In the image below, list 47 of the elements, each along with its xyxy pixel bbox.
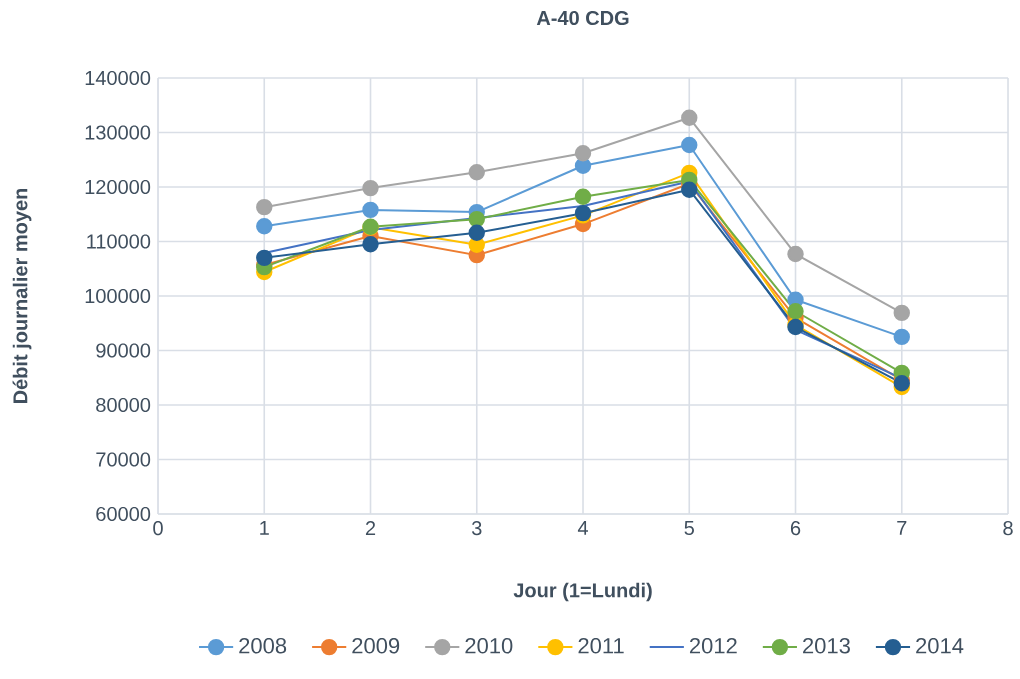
x-tick-label: 3: [471, 521, 482, 536]
point: [256, 249, 273, 267]
point: [362, 201, 379, 219]
point: [468, 210, 485, 228]
legend-label: 2009: [352, 637, 400, 654]
point: [362, 179, 379, 197]
y-tick-label: 70000: [96, 452, 151, 467]
point: [893, 328, 910, 346]
chart-title: A-40 CDG: [536, 10, 629, 26]
point: [893, 304, 910, 322]
legend-label: 2008: [239, 637, 287, 654]
x-tick-label: 5: [684, 521, 694, 536]
x-tick-label: 7: [897, 521, 907, 535]
legend-label: 2014: [916, 637, 964, 654]
point: [468, 224, 485, 241]
y-tick-label: 130000: [85, 125, 151, 140]
point: [468, 164, 485, 181]
y-axis-title: Débit journalier moyen: [12, 188, 32, 404]
point: [574, 188, 592, 206]
y-tick-label: 110000: [87, 234, 151, 249]
y-tick-label: 60000: [96, 506, 151, 522]
y-tick-label: 90000: [96, 343, 151, 358]
x-tick-label: 1: [260, 521, 269, 535]
y-tick-label: 80000: [96, 397, 151, 413]
point: [787, 245, 804, 263]
legend-label: 2013: [803, 637, 850, 654]
legend-label: 2011: [578, 637, 624, 654]
point: [681, 109, 698, 126]
point: [681, 136, 698, 154]
legend-label: 2010: [465, 637, 513, 654]
x-tick-label: 6: [790, 521, 801, 536]
y-tick-label: 120000: [85, 179, 151, 195]
y-tick-label: 140000: [85, 70, 151, 86]
point: [681, 181, 698, 198]
x-axis-title: Jour (1=Lundi): [513, 582, 652, 602]
x-tick-label: 0: [153, 521, 163, 536]
y-tick-label: 100000: [85, 288, 151, 304]
x-tick-label: 2: [365, 521, 376, 536]
point: [787, 303, 804, 320]
point: [893, 375, 910, 392]
x-tick-label: 8: [1003, 521, 1013, 536]
point: [256, 198, 273, 216]
point: [256, 218, 273, 235]
point: [362, 236, 379, 253]
point: [574, 145, 592, 162]
x-tick-label: 4: [577, 521, 588, 535]
legend-label: 2012: [689, 637, 737, 654]
